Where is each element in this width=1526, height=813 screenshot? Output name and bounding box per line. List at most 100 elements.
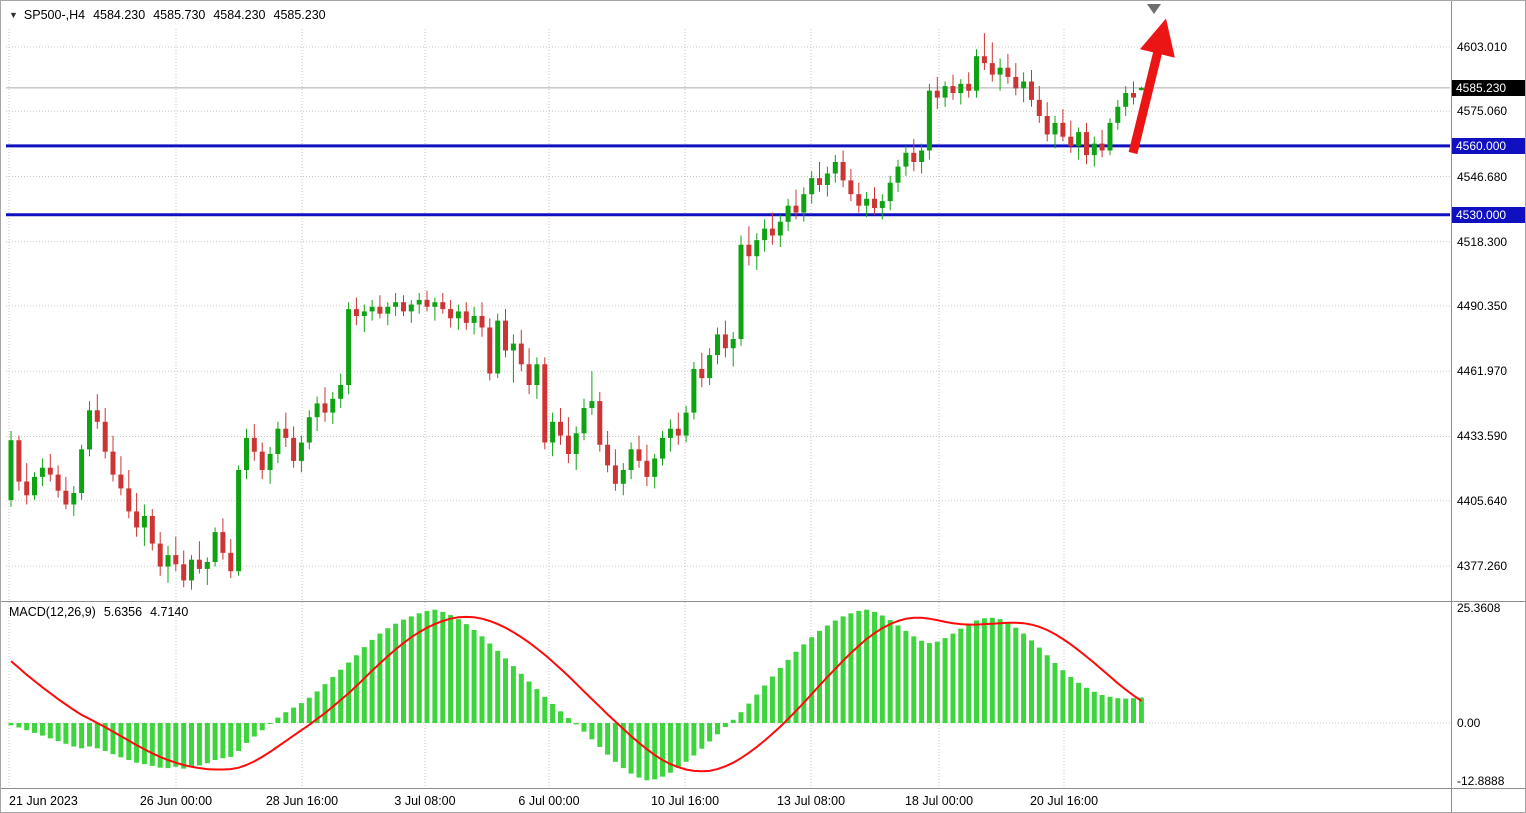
macd-signal-value: 4.7140 (150, 605, 189, 619)
candle (848, 180, 854, 195)
macd-bar (361, 647, 367, 723)
candle (919, 150, 925, 162)
candle (244, 437, 249, 471)
macd-bar (597, 723, 603, 747)
candle (228, 552, 234, 572)
candle (699, 368, 705, 379)
macd-bar (958, 628, 964, 723)
macd-bar (1013, 627, 1019, 723)
macd-bar (157, 723, 163, 768)
macd-bar (181, 723, 187, 769)
macd-bar (251, 723, 257, 737)
candle (660, 437, 665, 459)
candle (87, 410, 92, 450)
macd-bar (134, 723, 140, 763)
candle (369, 306, 375, 312)
macd-bar (196, 723, 202, 766)
macd-bar (879, 615, 885, 723)
macd-bar (903, 630, 909, 723)
candle (612, 465, 618, 484)
macd-bar (212, 723, 218, 760)
macd-bar (110, 723, 116, 755)
trend-up-arrow[interactable] (1128, 18, 1175, 155)
candle (942, 86, 948, 98)
macd-bar (377, 633, 383, 723)
candle (157, 543, 163, 567)
ohlc-close-value: 4585.230 (273, 8, 326, 22)
candle (1068, 136, 1074, 146)
candle (487, 327, 493, 374)
macd-bar (526, 681, 532, 723)
macd-bar (1068, 676, 1074, 723)
candle (24, 481, 30, 496)
candle (1021, 81, 1027, 89)
candle (856, 194, 862, 206)
candle (63, 490, 69, 505)
candle (966, 83, 972, 91)
macd-bar (581, 723, 587, 732)
macd-bar (275, 717, 281, 723)
macd-bar (660, 723, 665, 777)
macd-bar (942, 638, 948, 723)
candle (754, 240, 760, 257)
candle (510, 343, 516, 351)
macd-bar (1029, 640, 1034, 723)
candle (440, 302, 446, 310)
macd-bar (267, 723, 273, 724)
candle (683, 412, 689, 436)
macd-bar (353, 655, 359, 723)
candle (707, 355, 713, 379)
candle (71, 493, 77, 505)
chart-header: ▼ SP500-,H4 4584.230 4585.730 4584.230 4… (9, 8, 326, 22)
macd-bar (338, 669, 344, 723)
candle (785, 205, 791, 222)
candle (141, 516, 147, 528)
candle (550, 421, 556, 443)
ohlc-open-value: 4584.230 (93, 8, 146, 22)
macd-bar (612, 723, 618, 762)
candle (181, 564, 187, 581)
macd-bar (715, 723, 720, 735)
macd-bar (408, 616, 414, 723)
macd-bar (1107, 696, 1113, 723)
macd-title: MACD(12,26,9) (9, 605, 96, 619)
candle (424, 299, 430, 307)
candle (526, 364, 532, 385)
macd-bar (503, 658, 508, 723)
macd-bar (118, 723, 124, 758)
candle (1115, 106, 1121, 123)
candle (817, 178, 822, 185)
chart-shift-marker-icon[interactable] (1147, 4, 1161, 14)
candle (346, 309, 352, 385)
candle (1091, 143, 1097, 156)
candle (416, 299, 422, 305)
candle (730, 339, 736, 349)
macd-bar (1115, 698, 1121, 723)
candle (1005, 67, 1011, 77)
macd-bar (1044, 655, 1050, 723)
candle (330, 398, 336, 413)
candle (165, 555, 171, 567)
macd-bar (817, 630, 822, 723)
symbol-dropdown-icon[interactable]: ▼ (9, 10, 18, 20)
macd-bar (94, 723, 100, 749)
macd-bar (589, 723, 595, 740)
macd-bar (981, 618, 987, 723)
candle (275, 428, 281, 454)
macd-bar (864, 609, 870, 723)
candle (872, 198, 877, 208)
macd-bar (16, 723, 22, 728)
macd-bar (966, 624, 972, 723)
macd-bar (236, 723, 242, 751)
candle (801, 194, 807, 213)
candle (448, 309, 454, 319)
candle (47, 467, 53, 475)
macd-bar (793, 651, 799, 723)
macd-bar (754, 694, 760, 723)
macd-bar (518, 673, 524, 723)
macd-bar (848, 613, 854, 723)
macd-bar (369, 639, 375, 723)
macd-bar (165, 723, 171, 769)
macd-bar (173, 723, 179, 767)
